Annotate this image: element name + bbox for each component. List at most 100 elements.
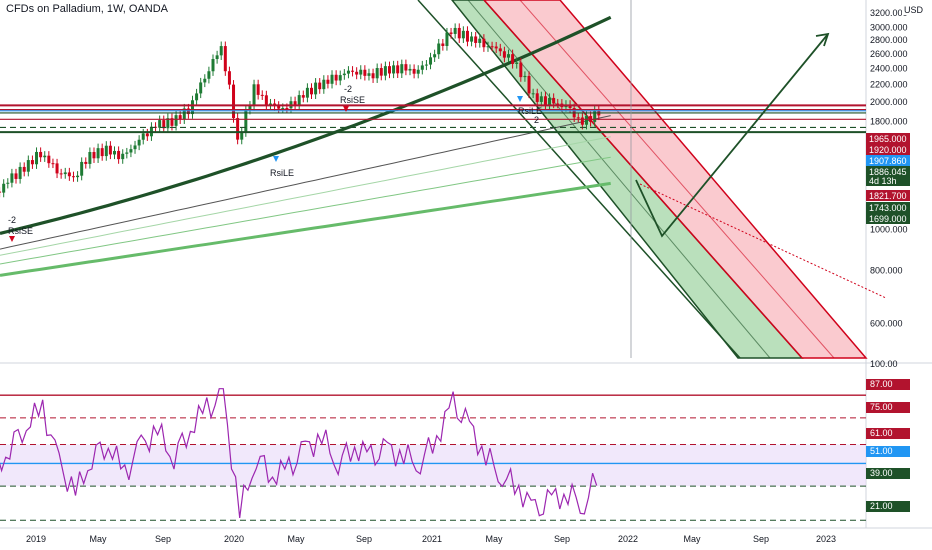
candle-body bbox=[199, 82, 203, 94]
price-tick-label: 2600.000 bbox=[870, 49, 908, 59]
rsi-level-value: 61.00 bbox=[870, 428, 893, 438]
candle-body bbox=[580, 117, 584, 125]
candle-body bbox=[396, 65, 400, 74]
candle-body bbox=[548, 97, 552, 106]
price-level-label: 1821.700 bbox=[866, 190, 910, 201]
candle-body bbox=[322, 79, 326, 90]
candle-body bbox=[174, 115, 178, 126]
candle-body bbox=[195, 93, 199, 101]
candle-body bbox=[297, 95, 301, 106]
projection-arrow bbox=[635, 33, 829, 238]
annotation-label: 2 bbox=[534, 115, 539, 125]
time-tick-label: May bbox=[287, 534, 305, 544]
candle-body bbox=[18, 166, 22, 179]
time-axis: 2019 May Sep 2020 May Sep 2021 May Sep 2022 May Sep… bbox=[26, 534, 836, 544]
candle-body bbox=[539, 96, 543, 102]
rsi-axis-label: 21.00 bbox=[866, 501, 910, 512]
candle-body bbox=[474, 36, 478, 43]
candle-body bbox=[207, 71, 211, 79]
candle-body bbox=[387, 66, 391, 74]
time-tick-label: 2019 bbox=[26, 534, 46, 544]
horizontal-levels bbox=[0, 104, 866, 134]
candle-body bbox=[338, 75, 342, 81]
candle-body bbox=[22, 166, 26, 172]
candle-body bbox=[215, 55, 219, 60]
price-level-value: 1920.000 bbox=[869, 145, 907, 155]
candle-body bbox=[502, 51, 506, 58]
price-tick-label: 800.000 bbox=[870, 266, 903, 276]
candle-body bbox=[88, 152, 92, 164]
candle-body bbox=[482, 38, 486, 48]
time-tick-label: 2023 bbox=[816, 534, 836, 544]
annotation-label: -2 bbox=[8, 215, 16, 225]
projection bbox=[630, 0, 887, 358]
candle-body bbox=[301, 95, 305, 98]
candle-body bbox=[511, 54, 515, 64]
candle-body bbox=[84, 161, 88, 164]
candle-body bbox=[543, 96, 547, 106]
candle-body bbox=[400, 64, 404, 74]
candle-body bbox=[359, 69, 363, 75]
candle-body bbox=[375, 68, 379, 79]
candle-body bbox=[67, 172, 71, 177]
candle-body bbox=[392, 65, 396, 74]
price-level-value: 1965.000 bbox=[869, 134, 907, 144]
price-tick-label: 1000.000 bbox=[870, 225, 908, 235]
annotation-label: RsiLE bbox=[270, 168, 294, 178]
price-level-label: 1907.860 bbox=[866, 155, 910, 166]
annotation-label: RsiSE bbox=[8, 226, 33, 236]
candle-body bbox=[552, 97, 556, 104]
price-level-label: 1699.000 bbox=[866, 213, 910, 224]
candle-body bbox=[490, 46, 494, 48]
candle-body bbox=[2, 183, 6, 193]
candle-body bbox=[424, 64, 428, 66]
candle-body bbox=[76, 175, 80, 178]
annotation-label: RsiLE bbox=[518, 106, 542, 116]
ma-line-3 bbox=[0, 136, 611, 256]
time-tick-label: May bbox=[89, 534, 107, 544]
candle-body bbox=[498, 48, 502, 52]
candle-body bbox=[478, 38, 482, 43]
time-tick-label: Sep bbox=[753, 534, 769, 544]
price-level-label: 1920.000 bbox=[866, 144, 910, 155]
ma-line-2 bbox=[0, 156, 611, 265]
candle-body bbox=[125, 152, 129, 154]
candle-body bbox=[367, 73, 371, 76]
candle-body bbox=[92, 152, 96, 159]
candle-body bbox=[470, 36, 474, 42]
price-tick-label: 2200.000 bbox=[870, 80, 908, 90]
candle-body bbox=[80, 161, 84, 176]
candle-body bbox=[6, 182, 10, 184]
candle-body bbox=[515, 62, 519, 64]
annotation-label: RsiSE bbox=[340, 95, 365, 105]
candle-body bbox=[145, 133, 149, 137]
annotation-label: -2 bbox=[344, 84, 352, 94]
time-tick-label: Sep bbox=[554, 534, 570, 544]
candle-body bbox=[519, 62, 523, 78]
candle-body bbox=[26, 160, 30, 172]
price-level-label: 1743.000 bbox=[866, 202, 910, 213]
candle-body bbox=[59, 173, 63, 175]
candle-body bbox=[404, 64, 408, 71]
candle-body bbox=[0, 191, 2, 193]
time-tick-label: May bbox=[683, 534, 701, 544]
candle-body bbox=[133, 145, 137, 150]
candle-body bbox=[445, 32, 449, 46]
ma-line-5 bbox=[0, 15, 612, 235]
candle-body bbox=[429, 57, 433, 65]
candle-body bbox=[39, 151, 43, 158]
price-level-value: 1821.700 bbox=[869, 191, 907, 201]
candle-body bbox=[170, 118, 174, 126]
channels bbox=[417, 0, 868, 359]
candle-body bbox=[244, 109, 248, 133]
candle-body bbox=[305, 87, 309, 98]
candle-body bbox=[437, 43, 441, 55]
rsi-level-value: 51.00 bbox=[870, 446, 893, 456]
candle-body bbox=[100, 148, 104, 157]
candle-body bbox=[314, 82, 318, 95]
candle-body bbox=[351, 70, 355, 72]
candle-body bbox=[363, 69, 367, 76]
time-tick-label: May bbox=[485, 534, 503, 544]
price-tick-label: 3200.000 bbox=[870, 8, 908, 18]
